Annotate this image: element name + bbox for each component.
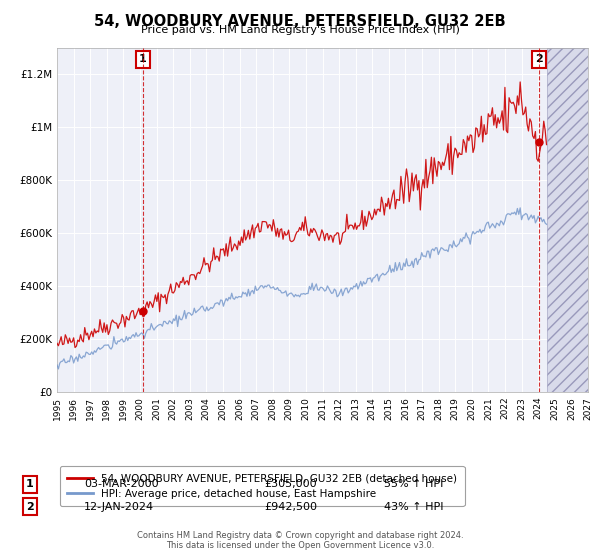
- Text: £305,000: £305,000: [264, 479, 317, 489]
- Text: 1: 1: [26, 479, 34, 489]
- Text: 1: 1: [139, 54, 146, 64]
- Text: 2: 2: [535, 54, 542, 64]
- Text: 03-MAR-2000: 03-MAR-2000: [84, 479, 158, 489]
- Legend: 54, WOODBURY AVENUE, PETERSFIELD, GU32 2EB (detached house), HPI: Average price,: 54, WOODBURY AVENUE, PETERSFIELD, GU32 2…: [59, 466, 464, 506]
- Text: 54, WOODBURY AVENUE, PETERSFIELD, GU32 2EB: 54, WOODBURY AVENUE, PETERSFIELD, GU32 2…: [94, 14, 506, 29]
- Text: Price paid vs. HM Land Registry's House Price Index (HPI): Price paid vs. HM Land Registry's House …: [140, 25, 460, 35]
- Text: Contains HM Land Registry data © Crown copyright and database right 2024.
This d: Contains HM Land Registry data © Crown c…: [137, 530, 463, 550]
- Text: 2: 2: [26, 502, 34, 512]
- Text: 55% ↑ HPI: 55% ↑ HPI: [384, 479, 443, 489]
- Text: 43% ↑ HPI: 43% ↑ HPI: [384, 502, 443, 512]
- Text: £942,500: £942,500: [264, 502, 317, 512]
- Bar: [547, 48, 596, 392]
- Text: 12-JAN-2024: 12-JAN-2024: [84, 502, 154, 512]
